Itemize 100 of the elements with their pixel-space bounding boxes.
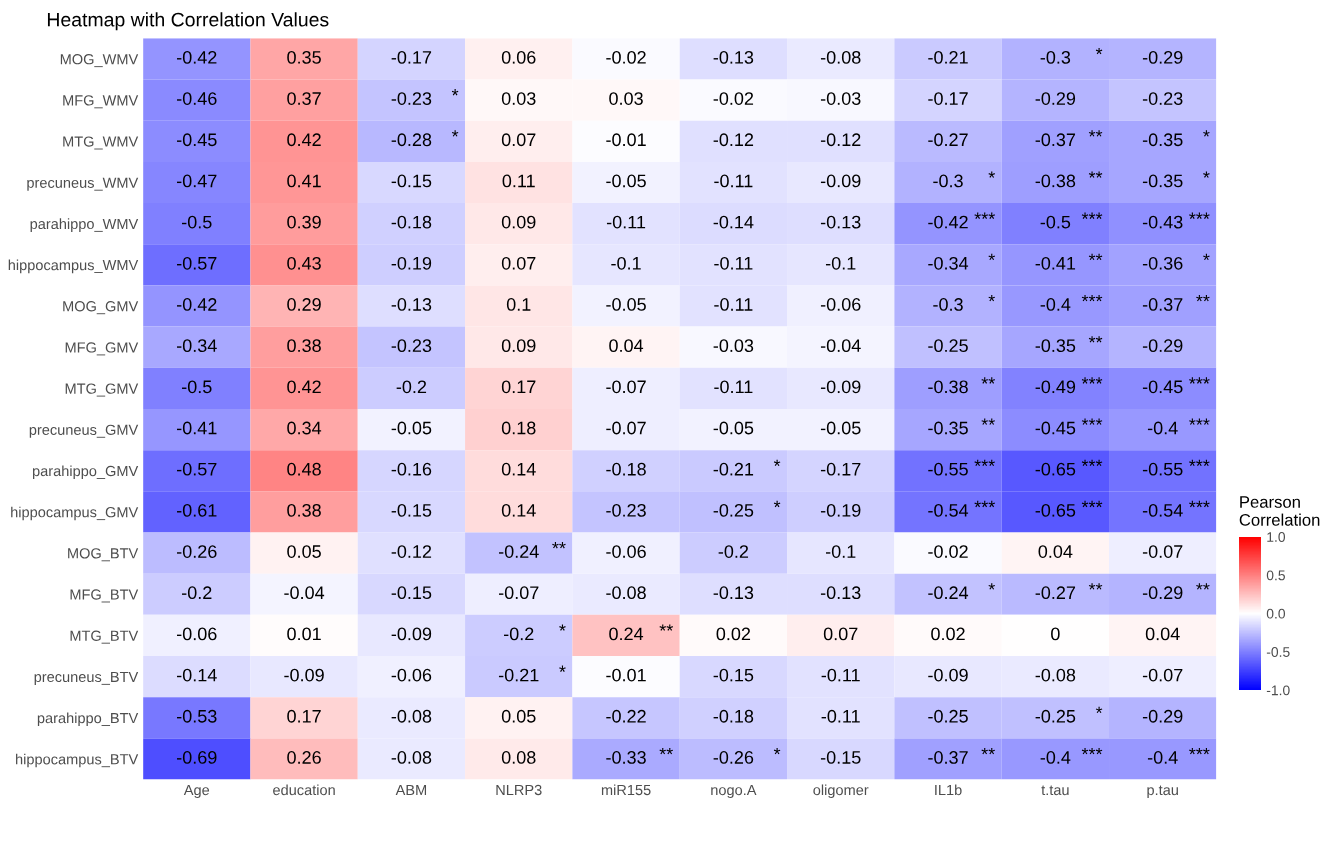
data-label: -0.29 ** — [1142, 583, 1210, 600]
data-label: -0.35 ** — [1035, 336, 1103, 353]
data-label: -0.07 — [606, 421, 646, 435]
data-label: -0.1 — [825, 545, 856, 558]
data-label: -0.08 — [391, 709, 432, 723]
data-label: -0.24 * — [928, 583, 995, 600]
x-tick-label: p.tau — [1147, 785, 1178, 799]
data-label: -0.57 — [176, 256, 217, 270]
data-label: -0.09 — [391, 627, 432, 641]
data-label: -0.16 — [391, 462, 432, 476]
data-label: -0.29 — [1035, 92, 1076, 105]
data-label: 0.48 — [287, 462, 321, 476]
data-label: -0.07 — [606, 380, 646, 394]
data-label: -0.27 ** — [1035, 583, 1103, 600]
data-label: -0.18 — [713, 709, 754, 723]
data-label: 0.04 — [609, 339, 644, 353]
data-label: -0.11 — [821, 709, 860, 723]
data-label: -0.17 — [391, 50, 432, 64]
color-bar-title: Pearson Correlation — [1239, 496, 1320, 526]
data-label: -0.13 — [391, 298, 432, 311]
data-label: 0.1 — [506, 298, 531, 311]
text: -0.3 * — [933, 171, 995, 188]
data-label: 0.03 — [609, 92, 643, 105]
data-label: -0.27 — [928, 133, 968, 147]
data-label: 0.43 — [287, 256, 321, 270]
data-label: -0.4 *** — [1147, 418, 1210, 435]
data-label: -0.34 — [176, 339, 217, 353]
x-tick-label: education — [273, 784, 335, 796]
data-label: 0.07 — [823, 627, 858, 641]
data-label: 0.34 — [287, 421, 322, 435]
y-tick-label: MFG_BTV — [70, 589, 139, 603]
data-label: -0.15 — [391, 586, 432, 600]
data-label: 0.18 — [501, 421, 536, 435]
data-label: 0.09 — [501, 215, 536, 229]
x-tick-label: NLRP3 — [496, 784, 542, 796]
y-tick-label: precuneus_WMV — [27, 177, 139, 191]
data-label: -0.5 *** — [1040, 212, 1103, 229]
data-label: -0.05 — [606, 174, 646, 188]
y-tick-label: hippocampus_GMV — [11, 506, 139, 521]
data-label: -0.14 — [176, 668, 217, 682]
data-label: -0.37 ** — [1035, 130, 1103, 147]
text: -0.2 * — [503, 624, 566, 641]
data-label: -0.17 — [928, 92, 968, 105]
data-label: -0.06 — [820, 298, 861, 311]
data-label: -0.09 — [820, 174, 861, 188]
data-label: -0.41 — [176, 421, 217, 435]
data-label: -0.17 — [820, 462, 861, 476]
x-tick-label: Age — [183, 784, 210, 799]
data-label: -0.18 — [391, 215, 432, 229]
data-label: -0.09 — [928, 668, 968, 682]
data-label: 0.11 — [502, 174, 535, 188]
data-label: -0.06 — [606, 545, 646, 558]
y-tick-label: precuneus_GMV — [29, 424, 139, 438]
data-label: 0.06 — [501, 50, 536, 64]
data-label: -0.18 — [606, 462, 646, 476]
data-label: -0.11 — [714, 380, 753, 394]
data-label: -0.23 — [1142, 92, 1183, 105]
y-tick-label: MOG_WMV — [60, 54, 139, 68]
data-label: -0.33 ** — [606, 747, 673, 764]
data-label: 0.17 — [501, 380, 536, 394]
data-label: -0.24 ** — [498, 542, 566, 558]
data-label: -0.5 — [182, 380, 212, 394]
data-label: -0.42 — [176, 298, 217, 311]
data-label: -0.13 — [820, 215, 861, 229]
data-label: 0.14 — [501, 462, 536, 476]
data-label: -0.65 *** — [1035, 500, 1103, 517]
y-tick-label: hippocampus_WMV — [8, 259, 139, 274]
data-label: -0.21 — [928, 50, 968, 64]
data-label: -0.09 — [820, 380, 861, 394]
data-label: 0.09 — [501, 339, 536, 353]
color-bar-label: 0.5 — [1266, 570, 1285, 581]
data-label: 0.02 — [716, 627, 751, 641]
data-label: -0.45 — [176, 133, 217, 147]
data-label: -0.69 — [176, 751, 217, 764]
data-label: -0.26 * — [713, 747, 781, 764]
data-label: -0.21 * — [498, 665, 566, 682]
x-tick-label: ABM — [395, 784, 427, 796]
data-label: -0.57 — [176, 462, 217, 476]
data-label: -0.43 *** — [1142, 212, 1210, 229]
data-label: 0.38 — [287, 503, 321, 517]
data-label: -0.19 — [391, 256, 432, 270]
data-label: -0.03 — [713, 339, 754, 353]
data-label: 0.03 — [501, 92, 536, 105]
data-label: -0.25 — [928, 339, 968, 353]
data-label: -0.01 — [606, 668, 646, 682]
data-label: -0.19 — [820, 503, 861, 517]
data-label: -0.35 ** — [928, 418, 995, 435]
y-tick-label: MOG_GMV — [63, 301, 139, 315]
y-tick-label: parahippo_WMV — [30, 218, 139, 232]
y-tick-label: MTG_WMV — [63, 136, 139, 150]
data-label: -0.37 ** — [928, 747, 995, 764]
data-label: -0.11 — [714, 256, 753, 270]
x-tick-label: nogo.A — [711, 784, 757, 799]
data-label: -0.5 — [182, 215, 212, 229]
data-label: 0.02 — [931, 627, 965, 641]
data-label: 0.42 — [287, 380, 321, 394]
data-label: -0.05 — [606, 298, 646, 311]
y-tick-label: MTG_BTV — [70, 630, 139, 644]
data-label: -0.06 — [391, 668, 432, 682]
data-label: -0.09 — [284, 668, 324, 682]
